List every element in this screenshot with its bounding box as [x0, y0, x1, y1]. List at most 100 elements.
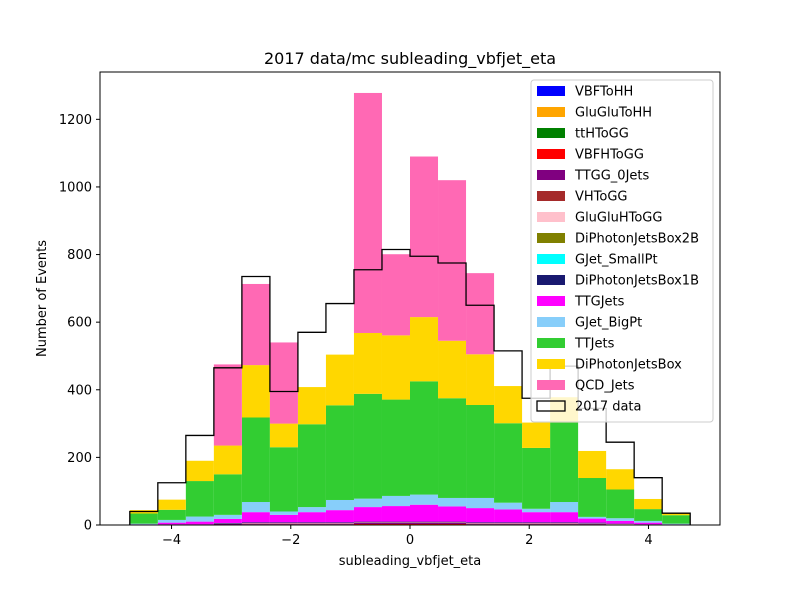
- bar-ttjets-bin-6: [297, 424, 326, 508]
- bar-ttgjets-bin-5: [269, 514, 298, 523]
- bar-diphotonjetsbox-bin-2: [185, 460, 214, 482]
- bar-gjet-bigpt-bin-13: [494, 502, 523, 510]
- legend-label: GJet_SmallPt: [575, 253, 658, 268]
- bar-ttgg-0jets-bin-7: [325, 523, 354, 525]
- bar-diphotonjetsbox-bin-7: [325, 354, 354, 406]
- bar-ttgjets-bin-6: [297, 512, 326, 523]
- legend-label: VBFToHH: [575, 85, 633, 100]
- bar-gjet-bigpt-bin-6: [297, 507, 326, 513]
- bar-vbfhtogg-bin-10: [410, 523, 439, 525]
- bar-ttjets-bin-2: [185, 481, 214, 517]
- bar-diphotonjetsbox-bin-4: [241, 365, 270, 418]
- legend-label: VBFHToGG: [575, 148, 644, 163]
- legend-swatch: [537, 149, 565, 159]
- bar-gjet-bigpt-bin-4: [241, 502, 270, 513]
- bar-gjet-bigpt-bin-19: [662, 523, 691, 525]
- bar-gjet-bigpt-bin-15: [550, 502, 579, 513]
- bar-ttgjets-bin-7: [325, 510, 354, 523]
- bar-ttgjets-bin-9: [381, 506, 410, 522]
- legend-swatch: [537, 338, 565, 348]
- y-tick-label: 600: [67, 316, 92, 331]
- bar-ttgjets-bin-15: [550, 512, 579, 523]
- legend-label: GJet_BigPt: [575, 316, 642, 331]
- y-axis-label: Number of Events: [35, 240, 50, 357]
- bar-diphotonjetsbox1b-bin-8: [353, 521, 382, 523]
- legend-swatch: [537, 233, 565, 243]
- bar-qcd-jets-bin-5: [269, 342, 298, 424]
- bar-diphotonjetsbox-bin-12: [466, 354, 495, 405]
- bar-ttjets-bin-11: [438, 398, 467, 498]
- bar-qcd-jets-bin-3: [213, 364, 242, 446]
- bar-diphotonjetsbox1b-bin-16: [578, 522, 607, 524]
- bar-diphotonjetsbox1b-bin-4: [241, 522, 270, 523]
- bar-ttgjets-bin-3: [213, 518, 242, 523]
- legend-label: VHToGG: [575, 190, 628, 205]
- bar-ttgg-0jets-bin-3: [213, 523, 242, 525]
- bar-gjet-bigpt-bin-10: [410, 494, 439, 505]
- bar-ttgg-0jets-bin-13: [494, 523, 523, 525]
- bar-ttgjets-bin-14: [522, 512, 551, 523]
- y-tick-label: 200: [67, 451, 92, 466]
- bars-layer: [129, 92, 691, 525]
- bar-vbfhtogg-bin-11: [438, 523, 467, 525]
- bar-ttgg-0jets-bin-4: [241, 523, 270, 525]
- legend-swatch: [537, 128, 565, 138]
- bar-ttjets-bin-15: [550, 422, 579, 503]
- legend-label: QCD_Jets: [575, 379, 635, 394]
- legend-label: GluGluToHH: [575, 106, 652, 121]
- bar-diphotonjetsbox-bin-13: [494, 386, 523, 424]
- bar-diphotonjetsbox-bin-16: [578, 450, 607, 479]
- bar-ttjets-bin-5: [269, 447, 298, 512]
- legend-swatch: [537, 275, 565, 285]
- bar-gjet-bigpt-bin-0: [129, 523, 158, 525]
- x-tick-label: 0: [406, 533, 414, 548]
- bar-ttjets-bin-17: [606, 489, 635, 519]
- bar-diphotonjetsbox1b-bin-12: [466, 522, 495, 523]
- legend: VBFToHH GluGluToHH ttHToGG VBFHToGG TTGG_0Je…: [530, 79, 714, 423]
- legend-label: 2017 data: [575, 400, 642, 415]
- bar-qcd-jets-bin-11: [438, 180, 467, 341]
- bar-gjet-bigpt-bin-11: [438, 497, 467, 507]
- bar-ttgjets-bin-1: [157, 522, 186, 525]
- legend-swatch: [537, 86, 565, 96]
- bar-diphotonjetsbox-bin-6: [297, 387, 326, 425]
- bar-ttgjets-bin-18: [634, 522, 663, 525]
- x-tick-label: 2: [525, 533, 533, 548]
- y-tick-label: 1000: [59, 180, 92, 195]
- bar-gjet-bigpt-bin-1: [157, 519, 186, 523]
- bar-gjet-bigpt-bin-9: [381, 495, 410, 507]
- bar-qcd-jets-bin-12: [466, 273, 495, 355]
- bar-diphotonjetsbox1b-bin-7: [325, 522, 354, 523]
- legend-label: TTGG_0Jets: [574, 169, 650, 184]
- bar-ttgjets-bin-10: [410, 504, 439, 522]
- bar-ttgg-0jets-bin-16: [578, 523, 607, 525]
- bar-ttjets-bin-13: [494, 423, 523, 503]
- legend-swatch: [537, 380, 565, 390]
- bar-gjet-bigpt-bin-12: [466, 497, 495, 509]
- bar-ttgjets-bin-17: [606, 520, 635, 524]
- x-axis-label: subleading_vbfjet_eta: [339, 554, 482, 569]
- bar-diphotonjetsbox1b-bin-3: [213, 522, 242, 524]
- bar-ttgg-0jets-bin-11: [438, 522, 467, 524]
- bar-ttgg-0jets-bin-6: [297, 523, 326, 525]
- bar-gjet-bigpt-bin-3: [213, 514, 242, 519]
- y-tick-label: 800: [67, 248, 92, 263]
- bar-diphotonjetsbox1b-bin-13: [494, 522, 523, 523]
- bar-ttjets-bin-12: [466, 404, 495, 498]
- bar-gjet-bigpt-bin-16: [578, 516, 607, 519]
- bar-ttjets-bin-4: [241, 417, 270, 503]
- bar-gjet-bigpt-bin-17: [606, 518, 635, 521]
- bar-ttgg-0jets-bin-12: [466, 523, 495, 525]
- legend-swatch: [537, 191, 565, 201]
- bar-diphotonjetsbox1b-bin-6: [297, 522, 326, 523]
- bar-ttgg-0jets-bin-8: [353, 522, 382, 524]
- legend-label: DiPhotonJetsBox2B: [575, 232, 699, 247]
- bar-ttgg-0jets-bin-9: [381, 522, 410, 524]
- bar-diphotonjetsbox-bin-8: [353, 332, 382, 394]
- bar-diphotonjetsbox-bin-18: [634, 498, 663, 510]
- bar-diphotonjetsbox1b-bin-10: [410, 521, 439, 523]
- bar-diphotonjetsbox1b-bin-11: [438, 521, 467, 523]
- bar-diphotonjetsbox1b-bin-5: [269, 522, 298, 523]
- bar-ttgg-0jets-bin-14: [522, 523, 551, 525]
